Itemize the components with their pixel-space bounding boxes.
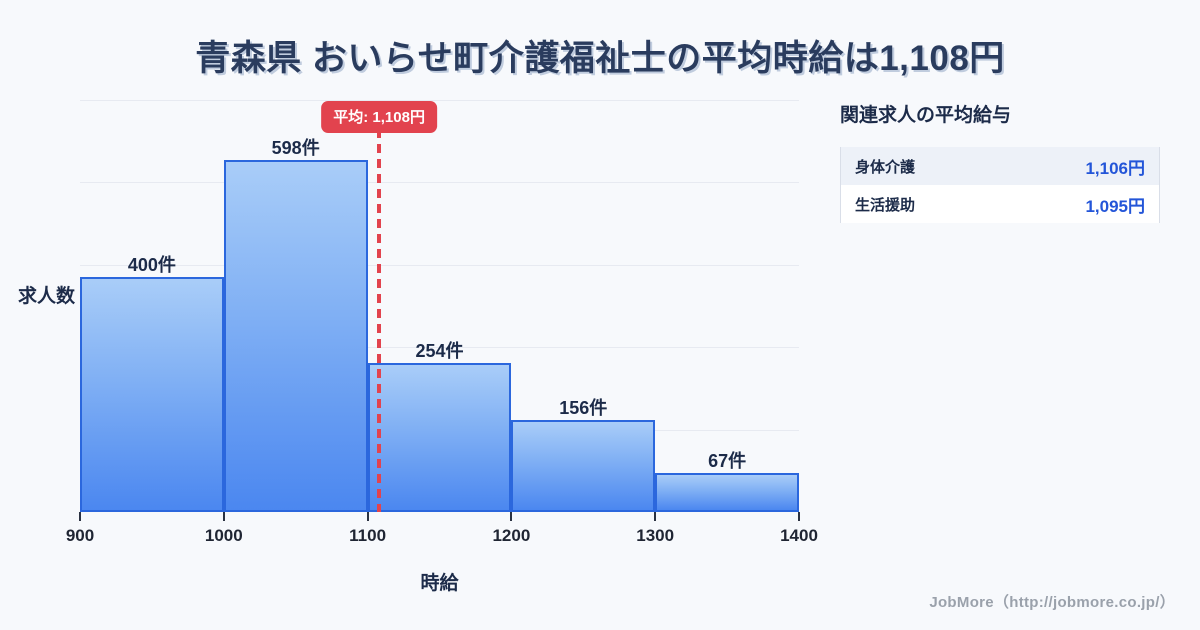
x-axis-tick-label: 1100 — [349, 526, 387, 545]
x-axis-tick — [222, 512, 225, 521]
gridline — [80, 264, 799, 266]
gridline — [80, 100, 799, 101]
related-jobs-table: 身体介護 1,106円 生活援助 1,095円 — [840, 147, 1160, 223]
x-axis-tick-label: 1400 — [780, 526, 818, 545]
x-axis-tick-label: 900 — [65, 526, 95, 545]
x-axis-tick — [654, 512, 657, 521]
x-axis-tick-label: 1300 — [636, 526, 675, 545]
x-axis-tick — [510, 512, 513, 521]
table-row: 身体介護 1,106円 — [841, 147, 1159, 185]
gridline — [80, 347, 799, 349]
x-axis-tick — [79, 512, 81, 521]
average-badge: 平均: 1,108円 — [321, 101, 437, 133]
job-type-label: 身体介護 — [855, 158, 916, 176]
x-axis-tick-label: 1200 — [492, 526, 531, 545]
bar-value-label: 598件 — [271, 138, 320, 159]
job-wage-value: 1,095円 — [1085, 196, 1145, 216]
bar-value-label: 67件 — [708, 450, 747, 471]
bar-value-label: 254件 — [415, 340, 464, 361]
x-axis-tick — [366, 512, 369, 521]
job-wage-value: 1,106円 — [1085, 158, 1145, 178]
page-title: 青森県 おいらせ町介護福祉士の平均時給は1,108円 — [195, 39, 1005, 78]
histogram-bar — [80, 276, 224, 512]
gridline — [80, 182, 799, 184]
job-type-label: 生活援助 — [855, 196, 916, 214]
y-axis-label: 求人数 — [18, 286, 76, 307]
bar-value-label: 156件 — [559, 398, 608, 419]
x-axis-label: 時給 — [420, 573, 459, 594]
related-jobs-header: 関連求人の平均給与 — [840, 105, 1012, 126]
related-jobs-panel: 関連求人の平均給与 身体介護 1,106円 生活援助 1,095円 — [840, 100, 1160, 223]
bar-value-label: 400件 — [127, 254, 176, 275]
histogram-bar — [367, 362, 512, 512]
x-axis-tick — [798, 512, 800, 521]
table-row: 生活援助 1,095円 — [841, 185, 1159, 223]
histogram-bar — [511, 420, 656, 512]
x-axis-tick-label: 1000 — [204, 526, 243, 545]
average-line — [377, 129, 382, 512]
histogram-bar — [223, 160, 368, 512]
footer-credit: JobMore（http://jobmore.co.jp/） — [929, 594, 1175, 611]
histogram-bar — [655, 472, 799, 512]
